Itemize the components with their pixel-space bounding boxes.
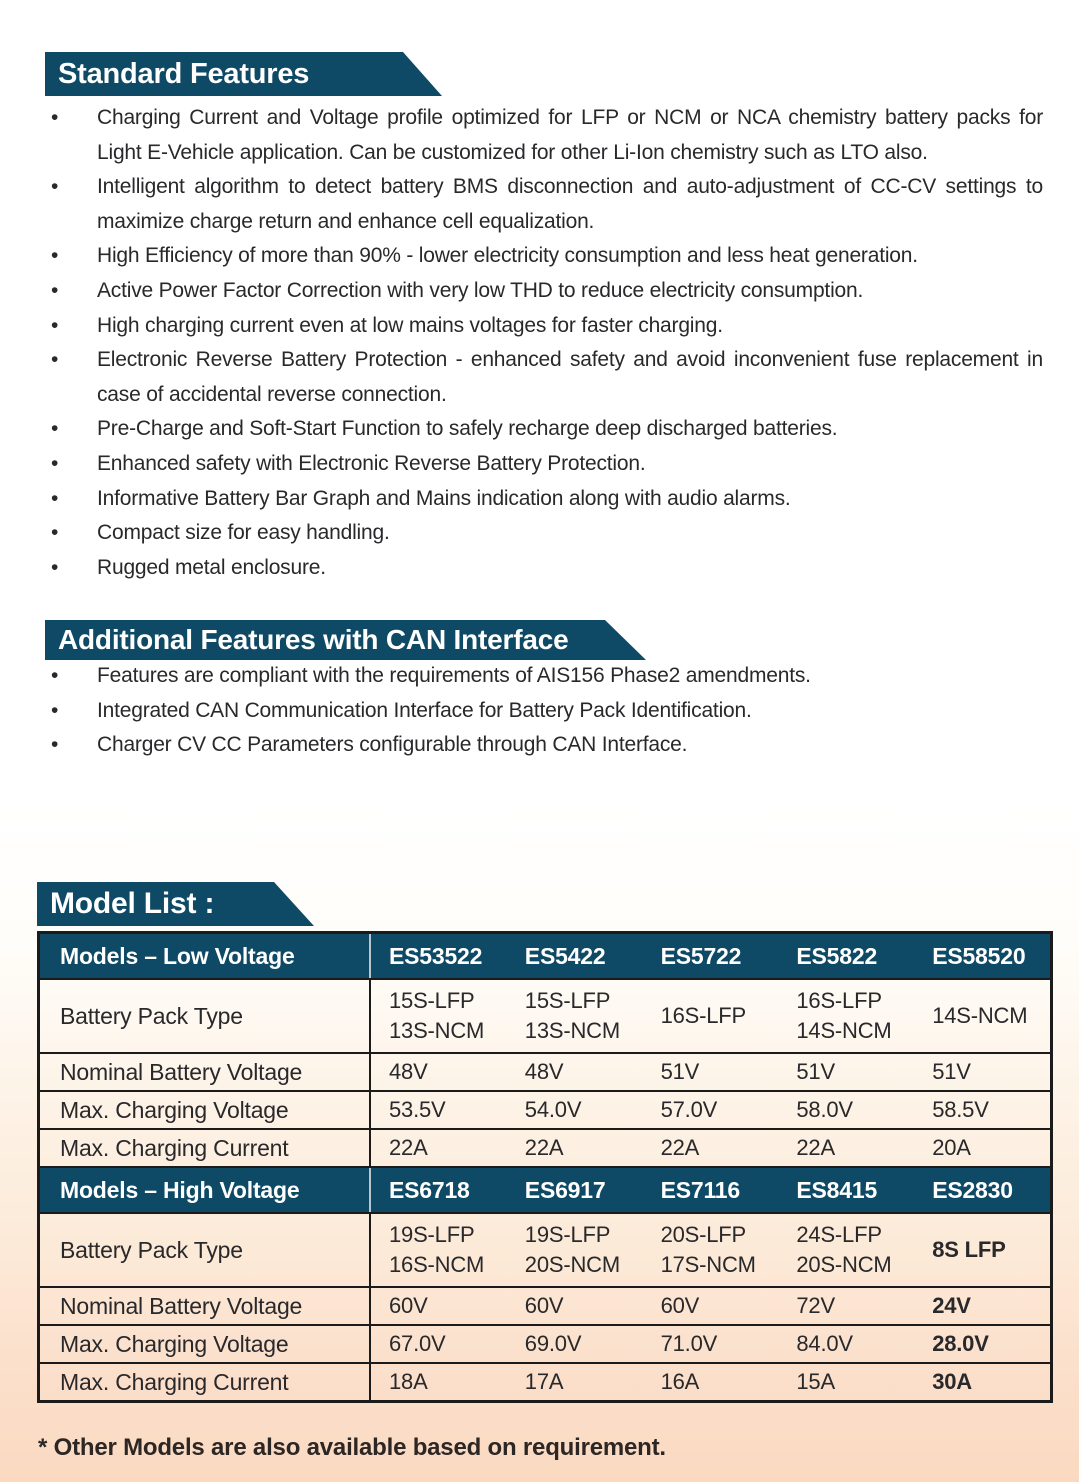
feature-bullet: Rugged metal enclosure. xyxy=(48,551,1043,586)
row-value: 48V xyxy=(389,1059,428,1084)
row-value: 60V xyxy=(389,1293,428,1318)
model-name: ES58520 xyxy=(932,943,1026,969)
feature-bullet: Compact size for easy handling. xyxy=(48,516,1043,551)
model-name: ES5722 xyxy=(660,943,742,969)
feature-bullet: Electronic Reverse Battery Protection - … xyxy=(48,343,1043,412)
row-value: 24V xyxy=(932,1293,971,1318)
table-row: Max. Charging Current 18A 17A 16A 15A 30A xyxy=(40,1362,1050,1400)
table-section-label: Models – Low Voltage xyxy=(40,934,371,978)
row-value: 15A xyxy=(796,1369,835,1394)
model-list-title: Model List : xyxy=(50,887,215,920)
row-value: 57.0V xyxy=(660,1097,718,1122)
row-value: 67.0V xyxy=(389,1331,446,1356)
row-value: 22A xyxy=(796,1135,835,1160)
row-value: 16S-LFP 14S-NCM xyxy=(796,988,892,1043)
feature-bullet: Integrated CAN Communication Interface f… xyxy=(48,694,1043,729)
table-row: Battery Pack Type 15S-LFP 13S-NCM 15S-LFP … xyxy=(40,978,1050,1052)
row-value: 19S-LFP 16S-NCM xyxy=(389,1222,485,1277)
model-table: Models – Low Voltage ES53522 ES5422 ES5722 E… xyxy=(37,931,1053,1403)
can-features-list: Features are compliant with the requirem… xyxy=(48,659,1043,763)
model-list-header: Model List : xyxy=(37,882,314,926)
standard-features-title: Standard Features xyxy=(58,57,310,90)
feature-bullet: Enhanced safety with Electronic Reverse … xyxy=(48,447,1043,482)
row-value: 84.0V xyxy=(796,1331,853,1356)
model-name: ES2830 xyxy=(932,1177,1013,1203)
model-name: ES6718 xyxy=(389,1177,470,1203)
footnote: * Other Models are also available based … xyxy=(38,1434,666,1461)
row-value: 53.5V xyxy=(389,1097,446,1122)
row-value: 58.0V xyxy=(796,1097,853,1122)
model-name: ES8415 xyxy=(796,1177,878,1203)
can-features-title: Additional Features with CAN Interface xyxy=(58,624,569,655)
row-value: 16A xyxy=(660,1369,700,1394)
table-row: Max. Charging Current 22A 22A 22A 22A 20A xyxy=(40,1128,1050,1166)
row-value: 58.5V xyxy=(932,1097,989,1122)
row-value: 8S LFP xyxy=(932,1237,1006,1262)
feature-bullet: Charging Current and Voltage profile opt… xyxy=(48,101,1043,170)
can-features-header: Additional Features with CAN Interface xyxy=(45,620,646,660)
row-value: 15S-LFP 13S-NCM xyxy=(389,988,485,1043)
row-label: Max. Charging Voltage xyxy=(40,1092,371,1128)
row-value: 54.0V xyxy=(524,1097,582,1122)
row-value: 20S-LFP 17S-NCM xyxy=(660,1222,756,1277)
row-value: 60V xyxy=(660,1293,700,1318)
model-name: ES7116 xyxy=(660,1177,741,1203)
row-value: 19S-LFP 20S-NCM xyxy=(524,1222,620,1277)
table-section-header-row: Models – High Voltage ES6718 ES6917 ES7116 E… xyxy=(40,1166,1050,1212)
table-row: Nominal Battery Voltage 60V 60V 60V 72V 24V xyxy=(40,1286,1050,1324)
row-label: Max. Charging Current xyxy=(40,1364,371,1400)
table-row: Max. Charging Voltage 67.0V 69.0V 71.0V 84.0… xyxy=(40,1324,1050,1362)
feature-bullet: Intelligent algorithm to detect battery … xyxy=(48,170,1043,239)
row-label: Battery Pack Type xyxy=(40,980,371,1052)
row-label: Max. Charging Current xyxy=(40,1130,371,1166)
row-value: 20A xyxy=(932,1135,971,1160)
feature-bullet: High charging current even at low mains … xyxy=(48,309,1043,344)
table-section-label: Models – High Voltage xyxy=(40,1168,371,1212)
row-value: 22A xyxy=(389,1135,428,1160)
model-name: ES5822 xyxy=(796,943,878,969)
feature-bullet: Features are compliant with the requirem… xyxy=(48,659,1043,694)
row-label: Nominal Battery Voltage xyxy=(40,1288,371,1324)
row-value: 51V xyxy=(796,1059,835,1084)
row-value: 18A xyxy=(389,1369,428,1394)
row-value: 72V xyxy=(796,1293,835,1318)
row-value: 14S-NCM xyxy=(932,1003,1028,1028)
row-label: Battery Pack Type xyxy=(40,1214,371,1286)
row-value: 17A xyxy=(524,1369,564,1394)
table-row: Battery Pack Type 19S-LFP 16S-NCM 19S-LFP … xyxy=(40,1212,1050,1286)
model-name: ES5422 xyxy=(524,943,606,969)
row-value: 22A xyxy=(660,1135,700,1160)
row-value: 22A xyxy=(524,1135,564,1160)
standard-features-list: Charging Current and Voltage profile opt… xyxy=(48,101,1043,585)
table-row: Max. Charging Voltage 53.5V 54.0V 57.0V 58.0… xyxy=(40,1090,1050,1128)
row-value: 71.0V xyxy=(660,1331,718,1356)
standard-features-header: Standard Features xyxy=(45,52,442,96)
table-section-header-row: Models – Low Voltage ES53522 ES5422 ES5722 E… xyxy=(40,934,1050,978)
model-name: ES6917 xyxy=(524,1177,606,1203)
row-value: 28.0V xyxy=(932,1331,989,1356)
row-value: 48V xyxy=(524,1059,564,1084)
row-value: 24S-LFP 20S-NCM xyxy=(796,1222,892,1277)
row-label: Max. Charging Voltage xyxy=(40,1326,371,1362)
row-value: 16S-LFP xyxy=(660,1003,747,1028)
feature-bullet: Active Power Factor Correction with very… xyxy=(48,274,1043,309)
model-name: ES53522 xyxy=(389,943,483,969)
row-value: 30A xyxy=(932,1369,972,1394)
row-value: 51V xyxy=(660,1059,700,1084)
row-value: 51V xyxy=(932,1059,971,1084)
row-label: Nominal Battery Voltage xyxy=(40,1054,371,1090)
row-value: 69.0V xyxy=(524,1331,582,1356)
feature-bullet: Informative Battery Bar Graph and Mains … xyxy=(48,482,1043,517)
feature-bullet: Pre-Charge and Soft-Start Function to sa… xyxy=(48,412,1043,447)
feature-bullet: Charger CV CC Parameters configurable th… xyxy=(48,728,1043,763)
table-row: Nominal Battery Voltage 48V 48V 51V 51V 51V xyxy=(40,1052,1050,1090)
row-value: 15S-LFP 13S-NCM xyxy=(524,988,620,1043)
row-value: 60V xyxy=(524,1293,564,1318)
feature-bullet: High Efficiency of more than 90% - lower… xyxy=(48,239,1043,274)
